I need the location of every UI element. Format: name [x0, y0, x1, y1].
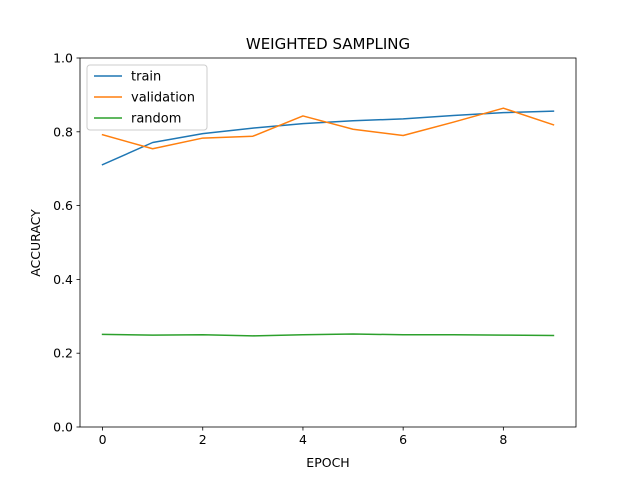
y-tick-label: 0.8 — [53, 124, 73, 139]
legend-label-validation: validation — [131, 91, 195, 106]
legend-box — [86, 64, 208, 131]
x-tick-label: 2 — [199, 432, 207, 447]
y-tick-label: 0.4 — [53, 272, 73, 287]
legend-label-train: train — [131, 70, 161, 85]
chart-title: WEIGHTED SAMPLING — [246, 35, 410, 53]
y-axis-label: ACCURACY — [28, 209, 43, 277]
plot-area: 0 2 4 6 8 0.0 0.2 0.4 0.6 0.8 1.0 train validation ra… — [53, 51, 577, 447]
y-tick-label: 0.0 — [53, 420, 73, 435]
x-tick-label: 4 — [299, 432, 307, 447]
x-tick-label: 8 — [499, 432, 507, 447]
series-line-random — [101, 333, 555, 337]
series-line-validation — [101, 107, 555, 150]
x-tick-label: 0 — [99, 432, 107, 447]
x-tick-label: 6 — [399, 432, 407, 447]
y-tick-label: 1.0 — [53, 51, 73, 66]
legend-label-random: random — [131, 112, 181, 127]
y-tick-label: 0.2 — [53, 346, 73, 361]
axes-frame — [79, 57, 577, 428]
x-axis-label: EPOCH — [306, 455, 349, 470]
y-tick-label: 0.6 — [53, 198, 73, 213]
